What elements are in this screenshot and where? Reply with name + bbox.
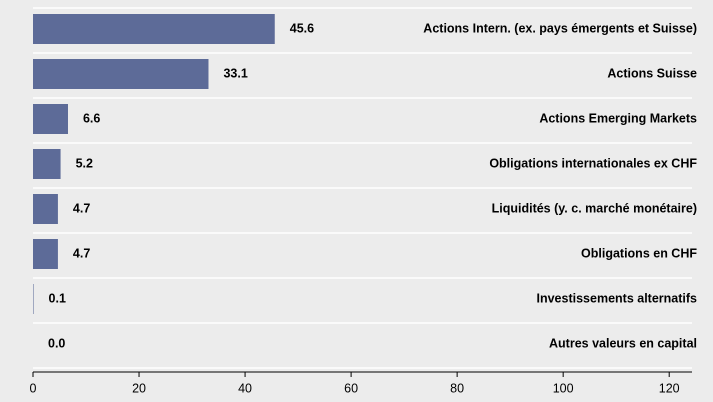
- category-label: Actions Suisse: [607, 66, 697, 80]
- category-label: Liquidités (y. c. marché monétaire): [492, 201, 697, 215]
- category-label: Obligations en CHF: [581, 246, 697, 260]
- x-tick-label: 80: [450, 381, 464, 395]
- category-label: Actions Emerging Markets: [539, 111, 697, 125]
- value-label: 4.7: [73, 246, 90, 260]
- category-label: Obligations internationales ex CHF: [489, 156, 697, 170]
- bar: [33, 239, 58, 269]
- x-tick-label: 120: [659, 381, 680, 395]
- value-label: 33.1: [223, 66, 247, 80]
- bar: [33, 194, 58, 224]
- value-label: 6.6: [83, 111, 100, 125]
- x-tick-label: 100: [553, 381, 574, 395]
- value-label: 4.7: [73, 201, 90, 215]
- x-tick-label: 40: [238, 381, 252, 395]
- bar: [33, 149, 61, 179]
- bar: [33, 104, 68, 134]
- bar: [33, 284, 34, 314]
- value-label: 45.6: [290, 21, 314, 35]
- x-tick-label: 60: [344, 381, 358, 395]
- value-label: 0.1: [49, 291, 66, 305]
- bar: [33, 14, 275, 44]
- bar: [33, 59, 209, 89]
- x-tick-label: 20: [132, 381, 146, 395]
- x-tick-label: 0: [30, 381, 37, 395]
- category-label: Investissements alternatifs: [537, 291, 698, 305]
- value-label: 5.2: [76, 156, 93, 170]
- value-label: 0.0: [48, 336, 65, 350]
- category-label: Actions Intern. (ex. pays émergents et S…: [423, 21, 697, 35]
- category-label: Autres valeurs en capital: [549, 336, 697, 350]
